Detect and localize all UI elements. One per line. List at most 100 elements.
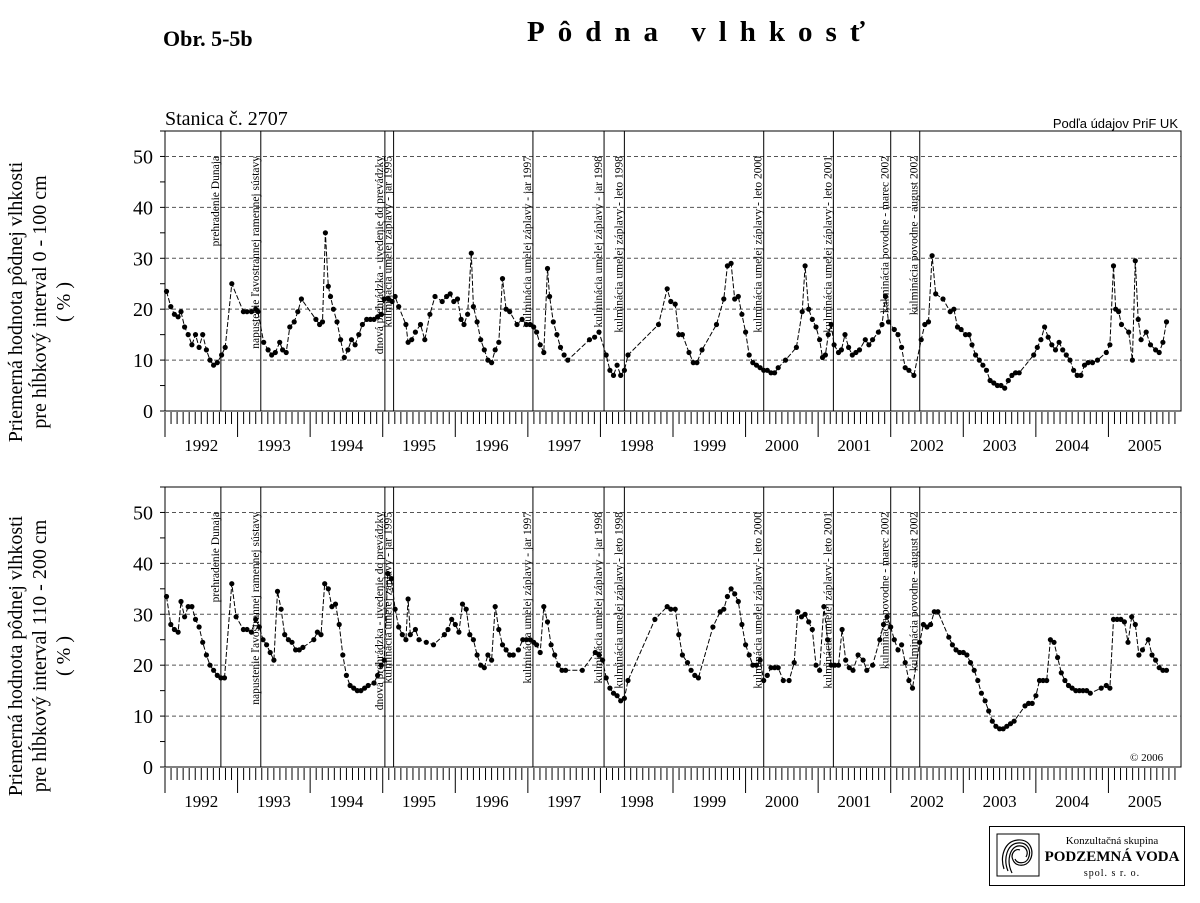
data-point: [983, 367, 990, 373]
x-tick-label: 2000: [765, 792, 799, 811]
x-tick-label: 1995: [402, 792, 436, 811]
data-point: [311, 637, 317, 643]
data-point: [964, 652, 970, 658]
x-tick-label: 1992: [184, 792, 218, 811]
data-point: [856, 347, 863, 353]
data-point: [724, 263, 731, 269]
data-point: [664, 286, 670, 292]
data-point: [192, 332, 199, 338]
data-point: [336, 621, 342, 628]
data-point: [1085, 360, 1091, 366]
data-point: [168, 304, 174, 310]
data-point: [870, 662, 876, 668]
data-point: [458, 316, 464, 322]
data-point: [244, 309, 250, 315]
data-point: [229, 581, 235, 587]
data-point: [470, 304, 476, 310]
data-point: [182, 614, 188, 620]
data-point: [537, 342, 543, 348]
data-point: [870, 337, 876, 343]
data-point: [664, 604, 670, 610]
data-point: [267, 649, 273, 656]
event-label: kulminácia umelej záplavy - leto 2000: [753, 156, 765, 333]
data-point: [951, 306, 957, 312]
series-line: [166, 572, 1167, 730]
data-point: [1033, 693, 1039, 699]
event-label: kulminácia umelej záplavy - leto 2001: [822, 512, 834, 689]
data-point: [989, 718, 995, 724]
data-point: [403, 321, 409, 328]
data-point: [791, 660, 797, 666]
data-point: [732, 591, 738, 597]
data-point: [1145, 637, 1151, 643]
data-point: [864, 667, 870, 673]
data-point: [507, 309, 513, 315]
data-point: [739, 621, 745, 628]
data-point: [407, 632, 413, 638]
data-point: [168, 621, 174, 628]
data-point: [966, 332, 972, 338]
y-tick-label: 10: [133, 706, 153, 728]
data-point: [994, 382, 1001, 389]
data-point: [534, 329, 540, 335]
data-point: [1139, 647, 1146, 653]
data-point: [672, 606, 678, 612]
x-tick-label: 2000: [765, 436, 799, 455]
data-point: [523, 637, 530, 643]
data-point: [265, 347, 271, 353]
data-point: [319, 319, 326, 325]
data-point: [211, 362, 217, 368]
x-tick-label: 2005: [1128, 436, 1162, 455]
data-point: [603, 675, 609, 681]
data-point: [850, 667, 856, 673]
data-point: [761, 367, 767, 373]
data-point: [417, 321, 424, 328]
data-point: [1078, 372, 1084, 378]
event-label: kulminácia umelej záplavy - leto 1998: [613, 156, 625, 333]
data-point: [1081, 362, 1088, 368]
data-point: [962, 332, 969, 338]
data-point: [356, 332, 362, 338]
data-point: [743, 329, 749, 335]
data-point: [282, 632, 288, 638]
data-point: [233, 614, 239, 620]
data-point: [300, 644, 306, 651]
plot-frame: [164, 130, 1182, 412]
data-point: [806, 619, 812, 625]
y-tick-label: 20: [133, 655, 153, 677]
data-point: [280, 347, 286, 353]
data-point: [218, 675, 224, 681]
x-tick-label: 1999: [692, 436, 726, 455]
data-point: [928, 621, 934, 628]
data-point: [1147, 342, 1154, 348]
x-tick-label: 1997: [547, 792, 582, 811]
data-point: [795, 609, 801, 615]
data-point: [1074, 372, 1080, 378]
data-point: [1009, 372, 1015, 378]
y-tick-label: 0: [143, 401, 153, 423]
data-point: [802, 611, 808, 617]
data-point: [358, 688, 364, 694]
data-point: [271, 657, 277, 663]
data-point: [1160, 339, 1166, 345]
x-tick-label: 2004: [1055, 792, 1090, 811]
data-point: [614, 362, 620, 368]
data-point: [621, 695, 628, 701]
data-point: [1114, 616, 1120, 623]
data-point: [684, 660, 691, 666]
data-point: [185, 332, 191, 338]
event-label: prehradenie Dunaja: [210, 512, 222, 602]
data-point: [775, 365, 781, 371]
data-point: [1132, 621, 1138, 628]
data-point: [541, 349, 547, 356]
data-point: [728, 260, 734, 266]
data-point: [931, 609, 937, 615]
data-point: [256, 624, 262, 630]
data-point: [456, 629, 462, 635]
plot-frame: [164, 486, 1182, 768]
data-point: [911, 372, 917, 378]
data-point: [277, 339, 283, 345]
data-point: [332, 601, 339, 607]
data-point: [958, 326, 964, 333]
